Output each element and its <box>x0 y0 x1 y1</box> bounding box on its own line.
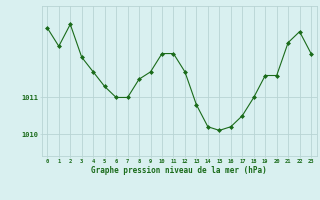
X-axis label: Graphe pression niveau de la mer (hPa): Graphe pression niveau de la mer (hPa) <box>91 166 267 175</box>
